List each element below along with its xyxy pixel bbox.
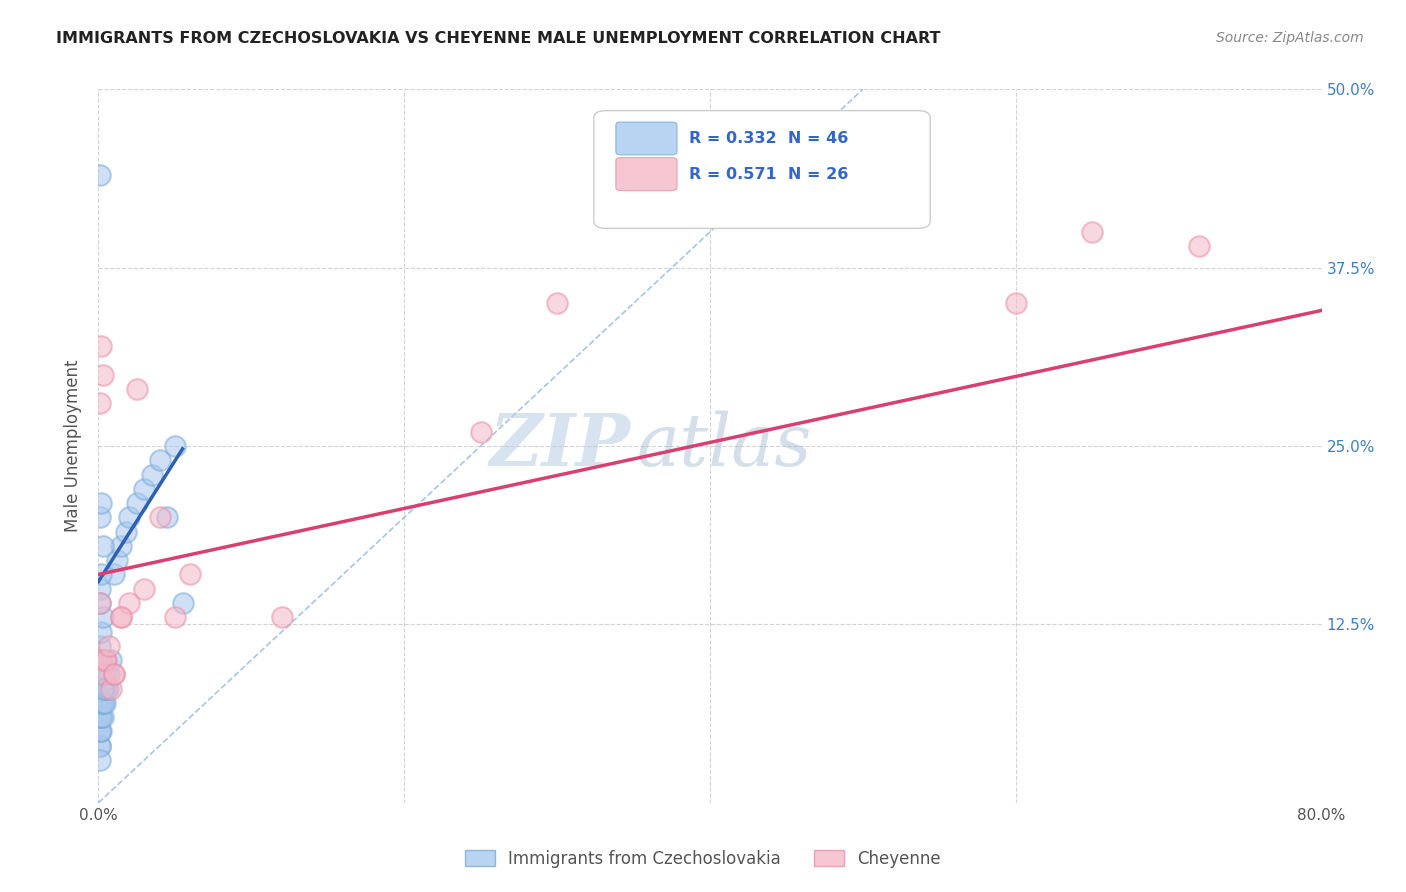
Point <box>91 539 114 553</box>
Point <box>90 339 112 353</box>
Point <box>89 596 111 610</box>
Point <box>90 710 112 724</box>
Point <box>93 681 115 696</box>
Point <box>89 739 111 753</box>
Point <box>163 439 186 453</box>
Point <box>179 567 201 582</box>
Point <box>172 596 194 610</box>
Point <box>1188 239 1211 253</box>
Point <box>89 724 111 739</box>
Point <box>118 596 141 610</box>
Point <box>163 610 186 624</box>
Text: atlas: atlas <box>637 410 813 482</box>
Text: ZIP: ZIP <box>489 410 630 482</box>
Point <box>90 653 112 667</box>
Point <box>110 539 132 553</box>
FancyBboxPatch shape <box>616 158 678 191</box>
Point <box>94 681 117 696</box>
Point <box>118 510 141 524</box>
Point <box>98 667 121 681</box>
Point <box>90 710 112 724</box>
Point <box>100 653 122 667</box>
Point <box>103 667 125 681</box>
Point <box>90 624 112 639</box>
Point <box>1004 296 1026 310</box>
Point <box>89 739 111 753</box>
Point <box>110 610 132 624</box>
Text: IMMIGRANTS FROM CZECHOSLOVAKIA VS CHEYENNE MALE UNEMPLOYMENT CORRELATION CHART: IMMIGRANTS FROM CZECHOSLOVAKIA VS CHEYEN… <box>56 31 941 46</box>
Point <box>97 681 120 696</box>
Point <box>125 496 148 510</box>
Point <box>89 667 111 681</box>
Point <box>91 368 114 382</box>
Point <box>100 681 122 696</box>
Point <box>1081 225 1104 239</box>
Point <box>89 753 111 767</box>
Point <box>149 510 172 524</box>
Point <box>103 667 125 681</box>
Point <box>89 582 111 596</box>
Point <box>134 482 156 496</box>
Point <box>93 696 115 710</box>
Point <box>110 610 132 624</box>
Point <box>141 467 163 482</box>
Point <box>103 567 125 582</box>
Point <box>90 496 112 510</box>
Point <box>89 596 111 610</box>
Text: R = 0.332  N = 46: R = 0.332 N = 46 <box>689 131 849 146</box>
Point <box>89 724 111 739</box>
Point <box>91 710 114 724</box>
Point <box>91 696 114 710</box>
Point <box>90 696 112 710</box>
Point <box>125 382 148 396</box>
Point <box>134 582 156 596</box>
FancyBboxPatch shape <box>616 122 678 155</box>
Point <box>105 553 128 567</box>
Point <box>90 653 112 667</box>
Point <box>89 639 111 653</box>
Point <box>90 696 112 710</box>
Point <box>89 168 111 182</box>
Text: Source: ZipAtlas.com: Source: ZipAtlas.com <box>1216 31 1364 45</box>
Point <box>149 453 172 467</box>
Point <box>270 610 292 624</box>
Point <box>94 667 117 681</box>
Point <box>470 425 492 439</box>
Point <box>91 681 114 696</box>
Point <box>94 653 117 667</box>
Point <box>546 296 568 310</box>
Point <box>89 710 111 724</box>
Point <box>98 639 121 653</box>
Point <box>91 667 114 681</box>
Point <box>90 567 112 582</box>
Point <box>89 396 111 410</box>
Legend: Immigrants from Czechoslovakia, Cheyenne: Immigrants from Czechoslovakia, Cheyenne <box>458 844 948 875</box>
Y-axis label: Male Unemployment: Male Unemployment <box>65 359 83 533</box>
Point <box>90 724 112 739</box>
Text: R = 0.571  N = 26: R = 0.571 N = 26 <box>689 167 849 182</box>
Point <box>156 510 179 524</box>
Point <box>91 696 114 710</box>
Point <box>115 524 138 539</box>
Point <box>89 510 111 524</box>
Point <box>93 653 115 667</box>
FancyBboxPatch shape <box>593 111 931 228</box>
Point <box>91 610 114 624</box>
